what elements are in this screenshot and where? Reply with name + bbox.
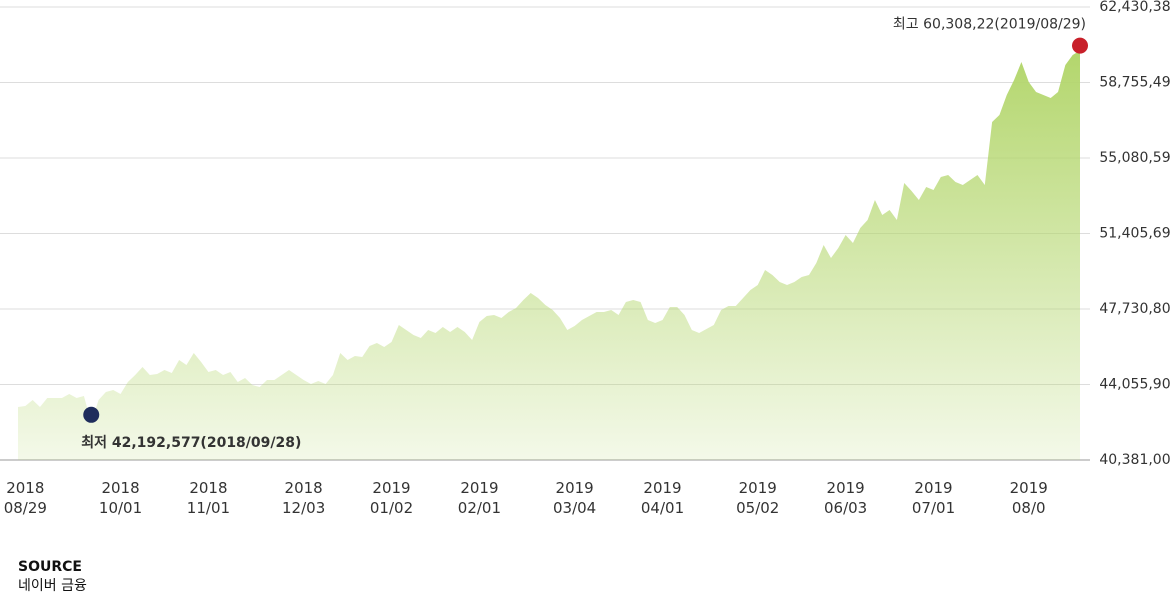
max-point — [1072, 37, 1088, 54]
x-tick-label: 2019 05/02 — [736, 479, 780, 517]
x-tick-label: 2018 10/01 — [98, 479, 143, 517]
source-text: 네이버 금융 — [18, 578, 87, 594]
y-tick-label: 62,430,38 — [1099, 0, 1170, 15]
x-tick-label: 2019 06/03 — [824, 479, 868, 517]
y-tick-label: 51,405,69 — [1099, 226, 1170, 242]
x-tick-label: 2018 08/29 — [3, 479, 47, 517]
max-label: 최고 60,308,22(2019/08/29) — [893, 17, 1086, 33]
x-tick-label: 2019 03/04 — [553, 479, 597, 517]
x-tick-label: 2019 08/0 — [1009, 479, 1048, 517]
x-tick-label: 2019 02/01 — [457, 479, 502, 517]
min-label: 최저 42,192,577(2018/09/28) — [81, 435, 301, 451]
x-tick-label: 2019 04/01 — [640, 479, 685, 517]
area — [18, 50, 1080, 461]
x-tick-label: 2019 01/02 — [369, 479, 414, 517]
x-tick-label: 2019 07/01 — [911, 479, 956, 517]
min-point — [83, 406, 100, 423]
x-tick-label: 2018 12/03 — [282, 479, 326, 517]
y-tick-label: 55,080,59 — [1099, 150, 1170, 166]
y-tick-label: 40,381,00 — [1099, 452, 1170, 468]
y-tick-label: 44,055,90 — [1099, 376, 1170, 392]
source-title: SOURCE — [18, 559, 82, 575]
y-tick-label: 58,755,49 — [1099, 74, 1170, 90]
source: SOURCE 네이버 금융 — [18, 558, 87, 596]
y-tick-label: 47,730,80 — [1099, 301, 1170, 317]
x-tick-label: 2018 11/01 — [186, 479, 231, 517]
